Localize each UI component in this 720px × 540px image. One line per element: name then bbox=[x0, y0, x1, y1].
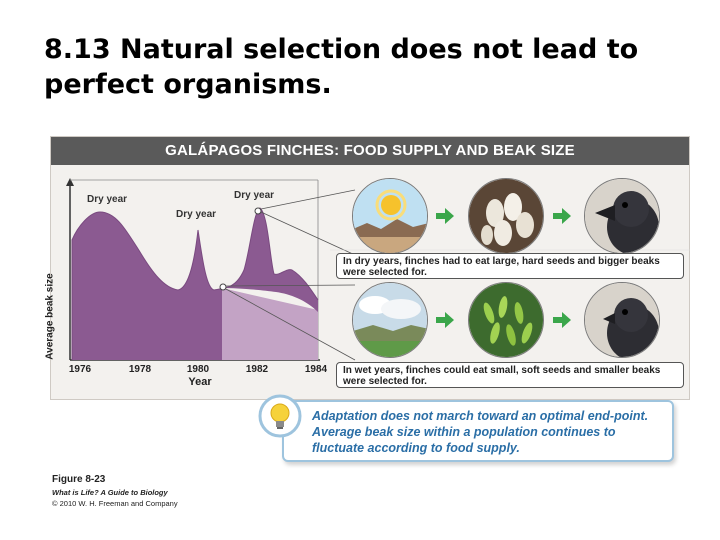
x-tick-label: 1980 bbox=[186, 364, 210, 375]
sun-icon bbox=[375, 189, 407, 221]
cloud-icon bbox=[359, 296, 421, 319]
finch-small-beak-circle bbox=[584, 282, 660, 358]
arrow-right-icon bbox=[553, 312, 571, 328]
lightbulb-icon bbox=[258, 394, 302, 438]
wet-year-caption: In wet years, finches could eat small, s… bbox=[336, 362, 684, 388]
wet-year-area bbox=[222, 288, 318, 360]
figure-header: GALÁPAGOS FINCHES: FOOD SUPPLY AND BEAK … bbox=[51, 137, 689, 165]
large-seeds-icon bbox=[469, 179, 543, 253]
x-axis-label: Year bbox=[188, 376, 212, 388]
finch-large-beak-icon bbox=[585, 179, 659, 253]
adaptation-callout: Adaptation does not march toward an opti… bbox=[282, 400, 674, 462]
finch-small-beak-icon bbox=[585, 283, 659, 357]
y-axis-arrow bbox=[66, 178, 74, 186]
dry-year-label: Dry year bbox=[87, 194, 128, 205]
book-title: What is Life? A Guide to Biology bbox=[52, 488, 168, 497]
slide-title: 8.13 Natural selection does not lead to … bbox=[44, 34, 639, 100]
callout-text: Adaptation does not march toward an opti… bbox=[312, 409, 649, 455]
finch-large-beak-circle bbox=[584, 178, 660, 254]
small-seeds-icon bbox=[469, 283, 543, 357]
dry-year-marker bbox=[254, 207, 262, 215]
copyright: © 2010 W. H. Freeman and Company bbox=[52, 499, 178, 508]
arrow-right-icon bbox=[436, 312, 454, 328]
x-tick-label: 1978 bbox=[128, 364, 152, 375]
wet-year-marker bbox=[219, 283, 227, 291]
wet-climate-circle bbox=[352, 282, 428, 358]
dry-year-caption: In dry years, finches had to eat large, … bbox=[336, 253, 684, 279]
dry-year-label: Dry year bbox=[234, 190, 275, 201]
small-seeds-circle bbox=[468, 282, 544, 358]
arrow-right-icon bbox=[553, 208, 571, 224]
y-axis-label: Average beak size bbox=[44, 273, 56, 360]
dry-year-label: Dry year bbox=[176, 209, 217, 220]
x-tick-label: 1982 bbox=[245, 364, 269, 375]
large-seeds-circle bbox=[468, 178, 544, 254]
beak-size-area bbox=[72, 208, 318, 360]
dry-climate-circle bbox=[352, 178, 428, 254]
x-tick-label: 1984 bbox=[304, 364, 328, 375]
arrow-right-icon bbox=[436, 208, 454, 224]
figure-number: Figure 8-23 bbox=[52, 474, 106, 485]
x-tick-label: 1976 bbox=[68, 364, 92, 375]
